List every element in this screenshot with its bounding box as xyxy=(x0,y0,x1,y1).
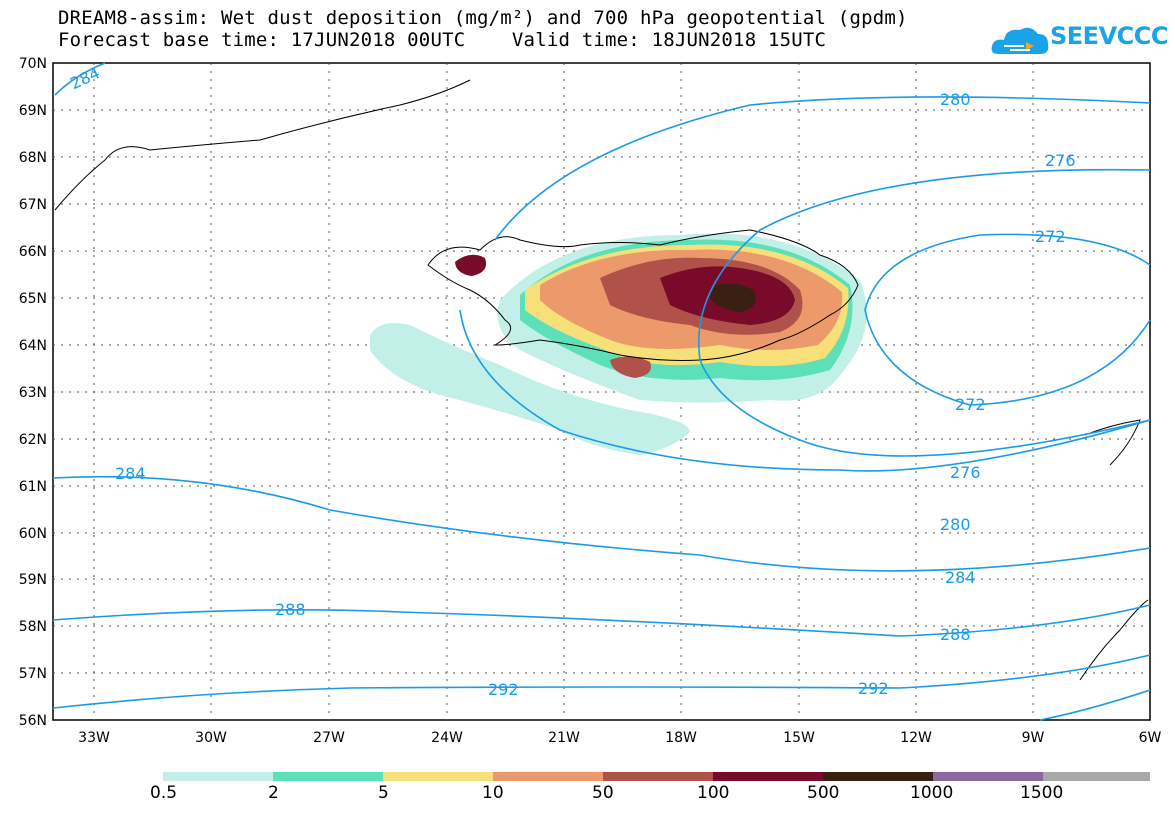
lon-label: 15W xyxy=(783,730,815,746)
contour-label: 284 xyxy=(945,568,976,587)
contour-labels: 284 280 276 272 272 276 280 284 284 288 … xyxy=(67,63,1075,699)
colorbar-label: 0.5 xyxy=(150,783,178,803)
lon-label: 18W xyxy=(665,730,697,746)
lat-label: 62N xyxy=(19,432,47,448)
lon-label: 9W xyxy=(1022,730,1045,746)
contour-label: 288 xyxy=(940,625,971,644)
contour-label: 272 xyxy=(955,395,986,414)
contour-label: 288 xyxy=(275,600,306,619)
colorbar-swatch xyxy=(1043,772,1150,781)
lon-label: 30W xyxy=(195,730,227,746)
colorbar-label: 1500 xyxy=(1020,783,1064,803)
lat-label: 63N xyxy=(19,385,47,401)
colorbar-swatch xyxy=(823,772,933,781)
lon-label: 24W xyxy=(431,730,463,746)
colorbar-swatch xyxy=(713,772,823,781)
map-frame xyxy=(52,62,1151,721)
contour-label: 284 xyxy=(115,464,146,483)
colorbar xyxy=(163,772,1150,781)
coastlines xyxy=(54,79,1149,681)
map-title-line-2: Forecast base time: 17JUN2018 00UTC Vali… xyxy=(58,29,827,51)
lat-label: 61N xyxy=(19,479,47,495)
colorbar-swatch xyxy=(383,772,493,781)
contour-label: 280 xyxy=(940,90,971,109)
longitude-labels: 33W 30W 27W 24W 21W 18W 15W 12W 9W 6W xyxy=(78,730,1161,746)
colorbar-label: 100 xyxy=(697,783,730,803)
cloud-logo-icon xyxy=(991,27,1049,54)
lat-label: 69N xyxy=(19,103,47,119)
contour-label: 292 xyxy=(858,679,889,698)
lat-label: 70N xyxy=(19,56,47,72)
contour-label: 280 xyxy=(940,515,971,534)
map-title-line-1: DREAM8-assim: Wet dust deposition (mg/m²… xyxy=(58,7,908,29)
dust-deposition-field xyxy=(370,233,867,455)
contour-label: 292 xyxy=(488,680,519,699)
contour-label: 276 xyxy=(950,463,981,482)
colorbar-label: 2 xyxy=(268,783,279,803)
colorbar-label: 5 xyxy=(378,783,389,803)
lon-label: 12W xyxy=(900,730,932,746)
lon-label: 21W xyxy=(548,730,580,746)
lat-label: 66N xyxy=(19,244,47,260)
colorbar-swatch xyxy=(273,772,383,781)
lon-label: 33W xyxy=(78,730,110,746)
colorbar-swatch xyxy=(163,772,273,781)
contour-label: 276 xyxy=(1045,151,1076,170)
lat-label: 67N xyxy=(19,197,47,213)
colorbar-swatch xyxy=(603,772,713,781)
lat-label: 60N xyxy=(19,526,47,542)
colorbar-label: 50 xyxy=(592,783,614,803)
lat-label: 58N xyxy=(19,619,47,635)
colorbar-label: 10 xyxy=(482,783,504,803)
colorbar-swatch xyxy=(933,772,1043,781)
colorbar-swatch xyxy=(493,772,603,781)
lat-label: 56N xyxy=(19,713,47,729)
latitude-labels: 70N 69N 68N 67N 66N 65N 64N 63N 62N 61N … xyxy=(19,56,47,729)
lat-label: 65N xyxy=(19,291,47,307)
lon-label: 6W xyxy=(1139,730,1162,746)
logo-text: SEEVCCC xyxy=(1050,22,1169,50)
geopotential-contours xyxy=(52,62,1151,721)
lat-label: 68N xyxy=(19,150,47,166)
colorbar-label: 500 xyxy=(807,783,840,803)
lat-label: 59N xyxy=(19,572,47,588)
colorbar-label: 1000 xyxy=(910,783,954,803)
lat-label: 57N xyxy=(19,666,47,682)
lon-label: 27W xyxy=(313,730,345,746)
contour-label: 272 xyxy=(1035,227,1066,246)
lat-label: 64N xyxy=(19,338,47,354)
